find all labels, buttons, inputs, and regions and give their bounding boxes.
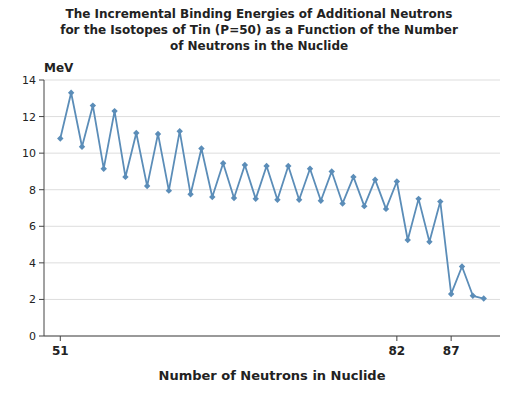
marker — [394, 178, 400, 184]
x-tick — [451, 336, 452, 341]
grid — [44, 80, 500, 336]
y-tick — [39, 153, 44, 154]
grid-line — [44, 299, 500, 300]
marker — [350, 174, 356, 180]
marker — [285, 163, 291, 169]
marker — [307, 165, 313, 171]
y-tick — [39, 336, 44, 337]
y-tick-label: 4 — [29, 257, 36, 270]
marker — [166, 187, 172, 193]
plot-area — [57, 90, 487, 302]
marker — [111, 108, 117, 114]
marker — [383, 206, 389, 212]
y-tick-label: 10 — [22, 147, 36, 160]
grid-line — [44, 80, 500, 81]
y-axis — [44, 80, 45, 336]
title-line: of Neutrons in the Nuclide — [170, 39, 348, 53]
marker — [68, 90, 74, 96]
x-axis-label: Number of Neutrons in Nuclide — [159, 368, 386, 383]
marker — [144, 183, 150, 189]
marker — [274, 197, 280, 203]
marker — [133, 130, 139, 136]
marker — [361, 203, 367, 209]
y-tick-label: 2 — [29, 293, 36, 306]
y-tick-label: 0 — [29, 330, 36, 343]
marker — [459, 263, 465, 269]
x-tick — [396, 336, 397, 341]
marker — [209, 194, 215, 200]
x-tick-label: 51 — [52, 344, 69, 358]
x-tick-label: 82 — [389, 344, 406, 358]
grid-line — [44, 153, 500, 154]
grid-line — [44, 226, 500, 227]
marker — [318, 197, 324, 203]
y-tick-label: 14 — [22, 74, 36, 87]
marker — [415, 196, 421, 202]
line — [60, 93, 483, 299]
marker — [405, 237, 411, 243]
marker — [253, 196, 259, 202]
marker — [198, 145, 204, 151]
marker — [426, 239, 432, 245]
chart: The Incremental Binding Energies of Addi… — [0, 0, 518, 398]
title-line: The Incremental Binding Energies of Addi… — [66, 7, 453, 21]
marker — [470, 293, 476, 299]
marker — [263, 163, 269, 169]
y-axis-label: MeV — [44, 61, 74, 75]
x-tick — [60, 336, 61, 341]
marker — [372, 176, 378, 182]
marker — [57, 135, 63, 141]
grid-line — [44, 336, 500, 337]
y-tick — [39, 80, 44, 81]
grid-line — [44, 189, 500, 190]
title: The Incremental Binding Energies of Addi… — [60, 7, 458, 53]
marker — [437, 198, 443, 204]
marker — [155, 131, 161, 137]
title-line: for the Isotopes of Tin (P=50) as a Func… — [60, 23, 458, 37]
x-axis — [44, 336, 500, 337]
marker — [339, 200, 345, 206]
marker — [220, 160, 226, 166]
y-tick — [39, 262, 44, 263]
y-tick-label: 6 — [29, 220, 36, 233]
y-tick — [39, 226, 44, 227]
marker — [187, 191, 193, 197]
marker — [329, 168, 335, 174]
x-tick-label: 87 — [443, 344, 460, 358]
grid-line — [44, 116, 500, 117]
marker — [231, 195, 237, 201]
marker — [177, 128, 183, 134]
y-tick-label: 8 — [29, 184, 36, 197]
marker — [481, 295, 487, 301]
marker — [296, 197, 302, 203]
marker — [242, 162, 248, 168]
y-tick — [39, 299, 44, 300]
marker — [122, 174, 128, 180]
y-tick — [39, 189, 44, 190]
grid-line — [44, 262, 500, 263]
y-tick — [39, 116, 44, 117]
marker — [101, 165, 107, 171]
marker — [79, 144, 85, 150]
y-tick-label: 12 — [22, 111, 36, 124]
marker — [90, 102, 96, 108]
marker — [448, 291, 454, 297]
